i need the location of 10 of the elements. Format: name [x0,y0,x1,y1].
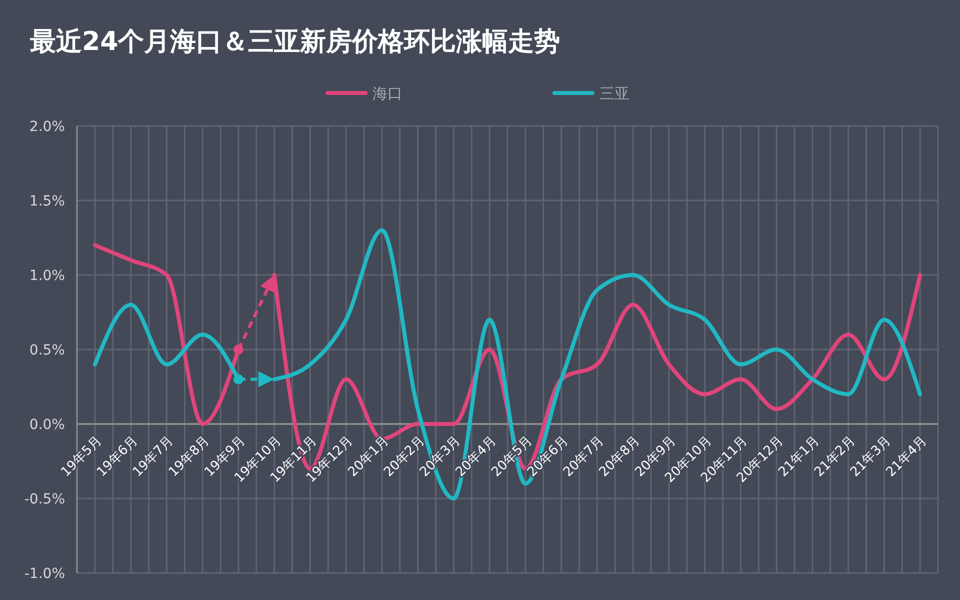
y-tick-label: 0.5% [29,342,65,358]
y-tick-label: 1.0% [29,268,65,284]
y-tick-label: 1.5% [29,193,65,210]
y-tick-label: 2.0% [29,118,65,135]
y-tick-label: 0.0% [29,416,65,433]
y-tick-label: -0.5% [24,491,65,508]
legend-label: 三亚 [600,84,630,102]
y-tick-label: -1.0% [24,566,65,582]
chart-title: 最近24个月海口＆三亚新房价格环比涨幅走势 [29,27,560,57]
legend-label: 海口 [372,84,402,102]
